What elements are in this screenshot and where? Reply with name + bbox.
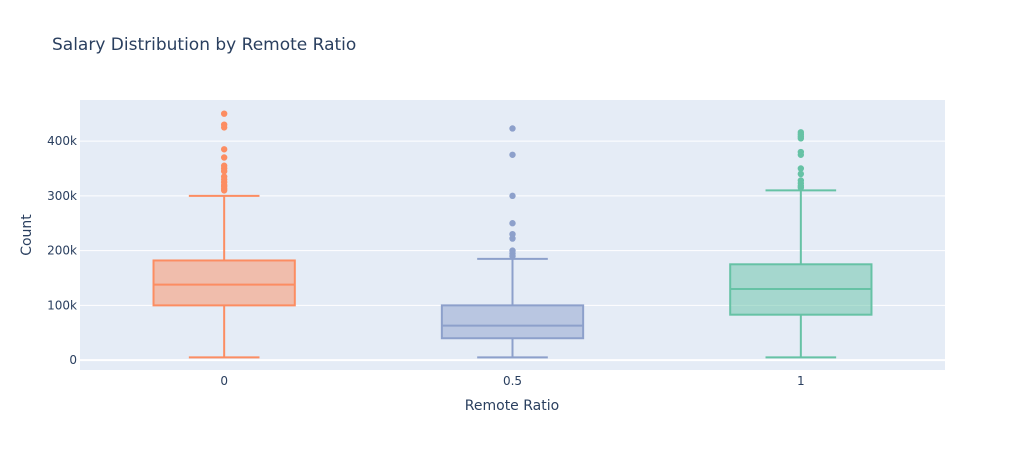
y-tick-label: 0 — [69, 353, 77, 367]
outlier-point — [220, 154, 228, 161]
box-0 — [152, 110, 296, 359]
y-tick-label: 300k — [47, 189, 77, 203]
x-tick-label: 0.5 — [503, 374, 522, 388]
y-tick-label: 200k — [47, 244, 77, 258]
outlier-point — [220, 167, 228, 175]
outlier-point — [797, 135, 805, 142]
outlier-point — [220, 187, 228, 194]
outlier-point — [509, 220, 516, 227]
y-tick-label: 100k — [47, 298, 77, 312]
y-tick-label: 400k — [47, 134, 77, 148]
outlier-point — [220, 124, 228, 131]
outlier-point — [220, 110, 228, 117]
outlier-point — [797, 184, 805, 191]
outlier-point — [509, 151, 516, 158]
outlier-point — [797, 151, 805, 158]
chart-title: Salary Distribution by Remote Ratio — [52, 35, 356, 55]
box-1 — [729, 129, 873, 359]
x-tick-label: 1 — [797, 374, 805, 388]
outlier-point — [509, 192, 516, 200]
x-axis-title: Remote Ratio — [465, 398, 559, 414]
outlier-point — [509, 252, 516, 260]
y-axis-title: Count — [19, 214, 35, 256]
outlier-point — [797, 165, 805, 172]
boxes — [152, 110, 873, 359]
outlier-point — [797, 170, 805, 178]
outlier-point — [509, 125, 516, 132]
x-tick-labels: 0 0.5 1 — [220, 374, 804, 388]
y-tick-labels: 0 100k 200k 300k 400k — [47, 134, 77, 367]
box-0.5 — [440, 125, 585, 359]
outlier-point — [509, 235, 516, 242]
outlier-point — [220, 146, 228, 153]
box-iqr — [152, 259, 296, 307]
outlier-point — [509, 230, 516, 238]
box-iqr — [440, 304, 585, 340]
x-tick-label: 0 — [220, 374, 228, 388]
